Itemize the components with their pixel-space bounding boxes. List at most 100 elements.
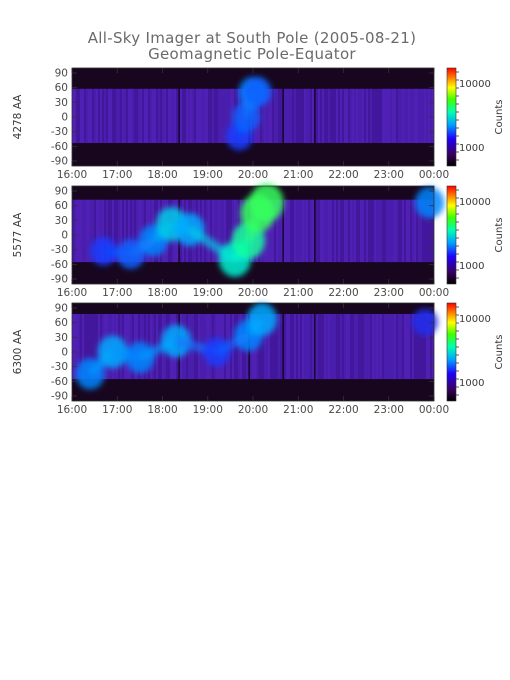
colorbar-label: Counts <box>494 218 505 253</box>
dark-column <box>282 68 284 166</box>
column-stripe <box>428 199 430 263</box>
column-stripe <box>378 313 380 380</box>
column-stripe <box>392 199 394 263</box>
column-stripe <box>80 199 82 263</box>
column-stripe <box>392 313 394 380</box>
column-stripe <box>218 199 220 263</box>
column-stripe <box>322 313 324 380</box>
column-stripe <box>258 313 260 380</box>
column-stripe <box>334 313 336 380</box>
column-stripe <box>164 88 166 144</box>
column-stripe <box>294 88 296 144</box>
column-stripe <box>296 199 298 263</box>
column-stripe <box>138 199 140 263</box>
column-stripe <box>172 88 174 144</box>
column-stripe <box>184 88 186 144</box>
colorbar-label: Counts <box>494 100 505 135</box>
column-stripe <box>92 313 94 380</box>
column-stripe <box>320 88 322 144</box>
colorbar <box>446 185 457 285</box>
dark-column <box>282 186 284 284</box>
column-stripe <box>232 199 234 263</box>
column-stripe <box>116 88 118 144</box>
column-stripe <box>368 313 370 380</box>
column-stripe <box>374 313 376 380</box>
column-stripe <box>114 199 116 263</box>
column-stripe <box>94 313 96 380</box>
column-stripe <box>308 313 310 380</box>
column-stripe <box>292 313 294 380</box>
column-stripe <box>126 313 128 380</box>
y-tick-label: 90 <box>55 186 68 198</box>
column-stripe <box>318 199 320 263</box>
column-stripe <box>402 199 404 263</box>
column-stripe <box>264 313 266 380</box>
column-stripe <box>382 313 384 380</box>
column-stripe <box>324 88 326 144</box>
column-stripe <box>420 313 422 380</box>
column-stripe <box>82 88 84 144</box>
column-stripe <box>80 88 82 144</box>
column-stripe <box>388 88 390 144</box>
column-stripe <box>346 199 348 263</box>
column-stripe <box>342 88 344 144</box>
column-stripe <box>208 88 210 144</box>
y-tick-label: -60 <box>51 259 68 271</box>
chart-title: All-Sky Imager at South Pole (2005-08-21… <box>88 29 416 47</box>
x-tick-label: 19:00 <box>193 287 223 299</box>
column-stripe <box>154 88 156 144</box>
column-stripe <box>124 88 126 144</box>
column-stripe <box>322 88 324 144</box>
column-stripe <box>262 313 264 380</box>
column-stripe <box>294 199 296 263</box>
dark-column <box>282 303 284 401</box>
column-stripe <box>76 313 78 380</box>
y-tick-label: 0 <box>61 112 68 124</box>
column-stripe <box>140 199 142 263</box>
column-stripe <box>210 199 212 263</box>
column-stripe <box>140 88 142 144</box>
y-axis-label: 5577 AA <box>12 212 24 258</box>
colorbar <box>446 67 457 167</box>
column-stripe <box>86 313 88 380</box>
column-stripe <box>216 88 218 144</box>
column-stripe <box>74 313 76 380</box>
column-stripe <box>202 88 204 144</box>
column-stripe <box>278 88 280 144</box>
column-stripe <box>430 313 432 380</box>
column-stripe <box>398 88 400 144</box>
column-stripe <box>310 199 312 263</box>
column-stripe <box>198 88 200 144</box>
x-tick-label: 22:00 <box>328 169 358 181</box>
column-stripe <box>356 313 358 380</box>
column-stripe <box>278 313 280 380</box>
column-stripe <box>76 88 78 144</box>
column-stripe <box>394 313 396 380</box>
column-stripe <box>86 199 88 263</box>
column-stripe <box>394 199 396 263</box>
column-stripe <box>128 88 130 144</box>
column-stripe <box>412 88 414 144</box>
column-stripe <box>414 88 416 144</box>
column-stripe <box>362 199 364 263</box>
column-stripe <box>110 199 112 263</box>
x-tick-label: 20:00 <box>238 404 268 416</box>
column-stripe <box>386 313 388 380</box>
x-tick-label: 00:00 <box>419 287 449 299</box>
column-stripe <box>284 313 286 380</box>
column-stripe <box>306 88 308 144</box>
column-stripe <box>418 313 420 380</box>
column-stripe <box>78 313 80 380</box>
bottom-dark-band <box>72 143 434 166</box>
column-stripe <box>290 313 292 380</box>
column-stripe <box>108 199 110 263</box>
column-stripe <box>78 199 80 263</box>
aurora-features <box>90 183 444 278</box>
column-stripe <box>136 88 138 144</box>
column-stripe <box>152 88 154 144</box>
column-stripe <box>292 88 294 144</box>
column-stripe <box>412 199 414 263</box>
column-stripe <box>224 199 226 263</box>
column-stripe <box>290 199 292 263</box>
